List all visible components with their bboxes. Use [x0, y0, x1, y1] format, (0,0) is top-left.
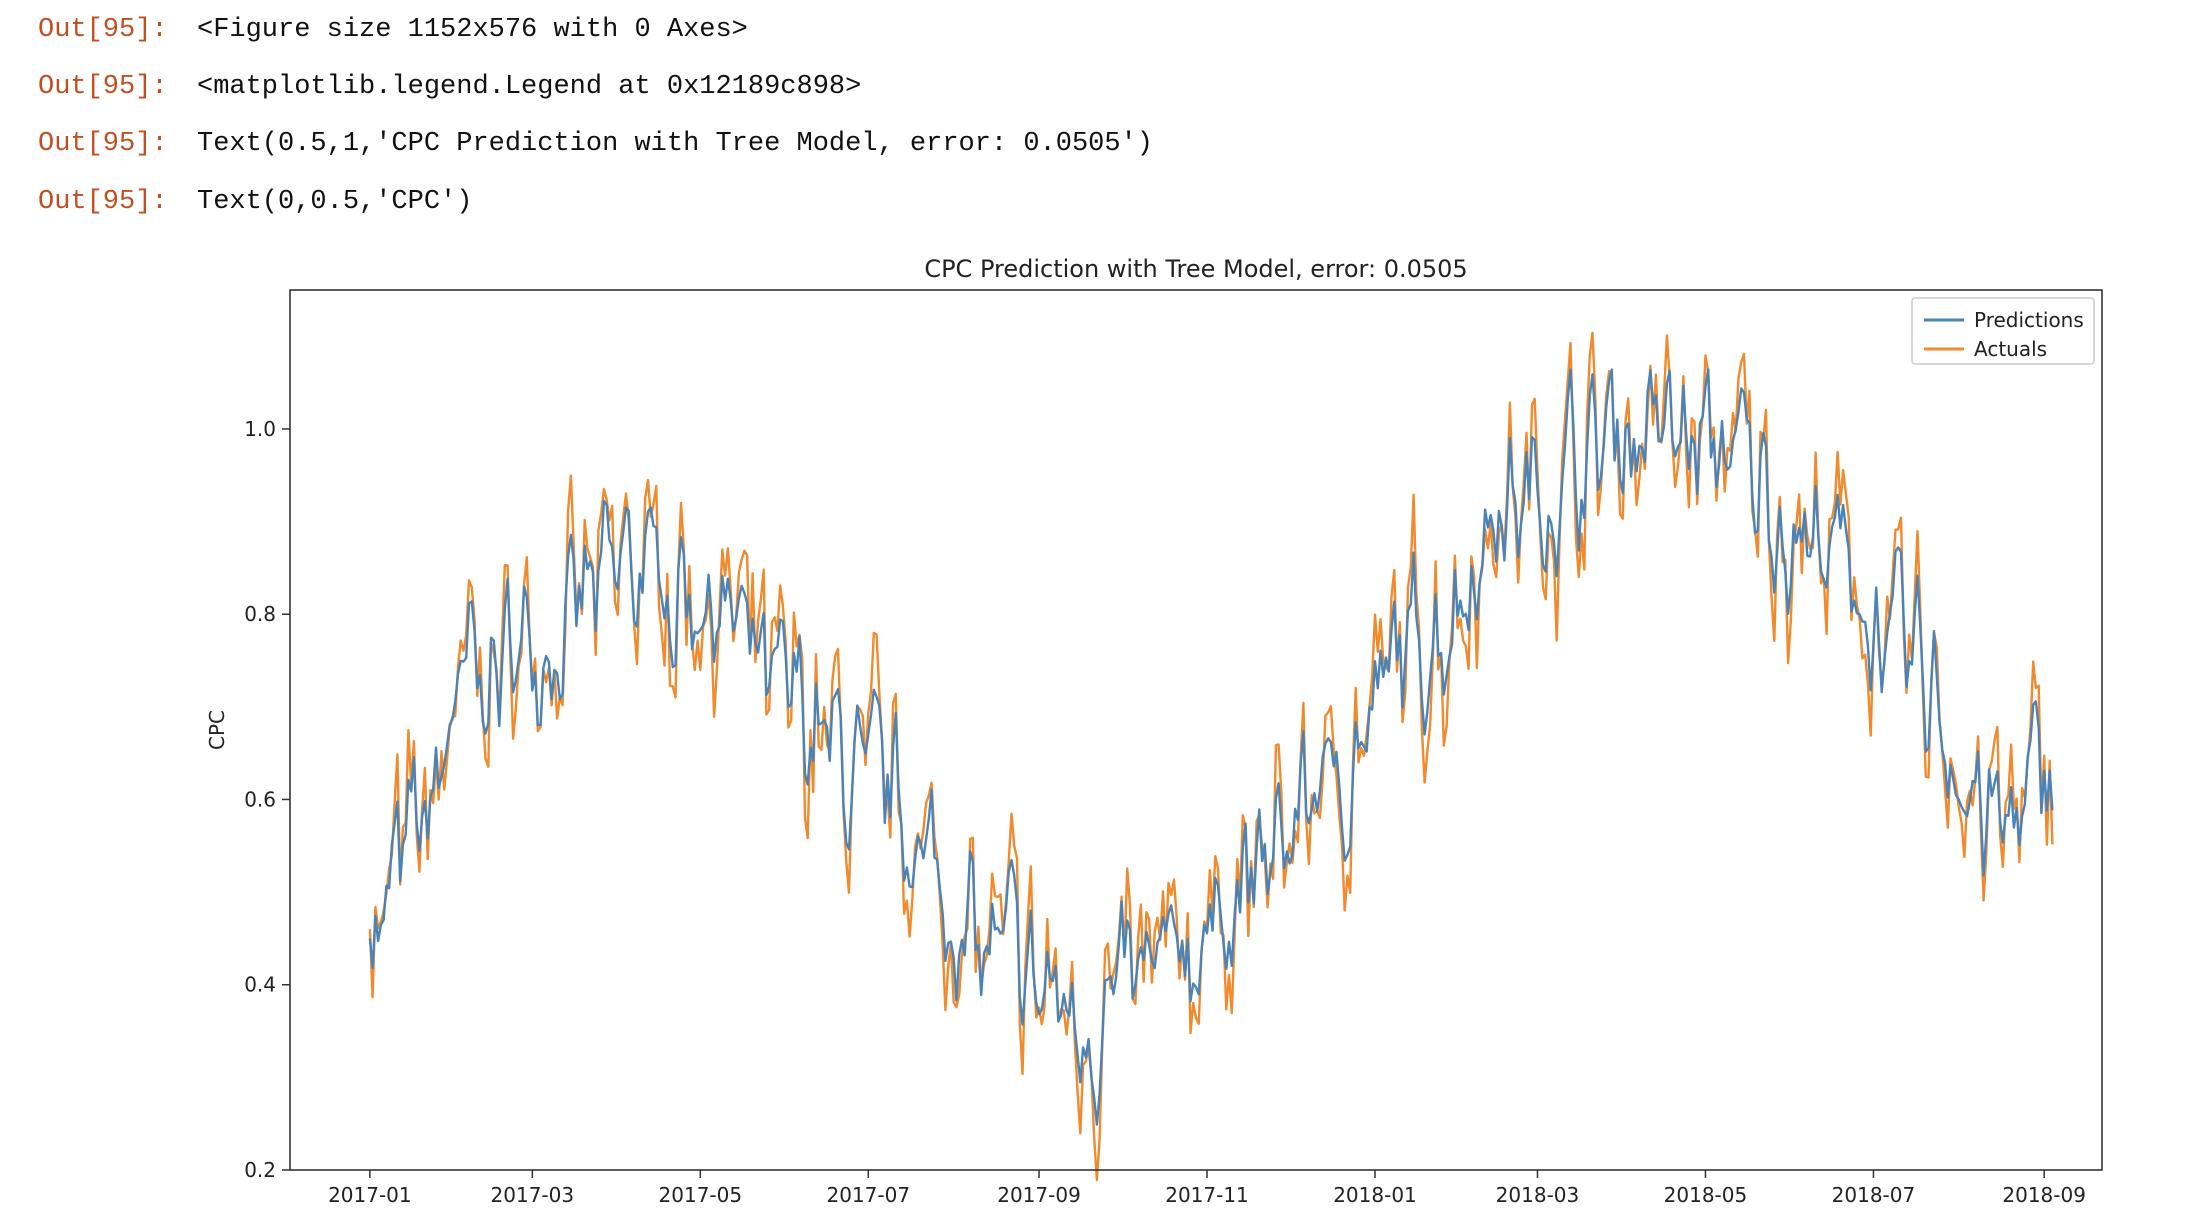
- x-tick-label: 2017-11: [1165, 1183, 1249, 1207]
- x-tick-label: 2017-05: [659, 1183, 743, 1207]
- x-tick-label: 2017-01: [328, 1183, 412, 1207]
- y-axis-label: CPC: [205, 710, 229, 750]
- output-text: Text(0.5,1,'CPC Prediction with Tree Mod…: [197, 129, 1153, 159]
- y-axis: 0.2 0.4 0.6 0.8 1.0: [244, 417, 290, 1182]
- output-text: <Figure size 1152x576 with 0 Axes>: [197, 15, 748, 45]
- x-tick-label: 2017-03: [491, 1183, 575, 1207]
- series-line-predictions: [368, 368, 2054, 1126]
- y-tick-label: 0.2: [244, 1158, 276, 1182]
- output-prompt: Out[95]:: [38, 187, 168, 217]
- output-text: <matplotlib.legend.Legend at 0x12189c898…: [197, 72, 862, 102]
- x-tick-label: 2018-07: [1832, 1183, 1916, 1207]
- output-prompt: Out[95]:: [38, 129, 168, 159]
- series-group: [368, 331, 2054, 1182]
- chart-plot: CPC Prediction with Tree Model, error: 0…: [205, 255, 2103, 1207]
- legend-label-actuals: Actuals: [1974, 337, 2047, 361]
- output-prompt: Out[95]:: [38, 15, 168, 45]
- series-line-actuals: [368, 331, 2054, 1182]
- x-tick-label: 2018-09: [2002, 1183, 2086, 1207]
- plot-frame: [289, 289, 2103, 1171]
- x-tick-label: 2018-01: [1333, 1183, 1417, 1207]
- legend-label-predictions: Predictions: [1974, 308, 2084, 332]
- x-tick-label: 2018-03: [1496, 1183, 1580, 1207]
- y-tick-label: 0.8: [244, 602, 276, 626]
- output-text: Text(0,0.5,'CPC'): [197, 187, 473, 217]
- x-tick-label: 2018-05: [1664, 1183, 1748, 1207]
- x-tick-label: 2017-09: [997, 1183, 1081, 1207]
- y-tick-label: 0.4: [244, 973, 276, 997]
- y-tick-label: 1.0: [244, 417, 276, 441]
- chart-title: CPC Prediction with Tree Model, error: 0…: [924, 255, 1467, 283]
- x-axis: 2017-01 2017-03 2017-05 2017-07 2017-09 2017-…: [328, 1170, 2086, 1207]
- output-prompt: Out[95]:: [38, 72, 168, 102]
- legend: Predictions Actuals: [1911, 297, 2095, 365]
- x-tick-label: 2017-07: [827, 1183, 911, 1207]
- y-tick-label: 0.6: [244, 787, 276, 811]
